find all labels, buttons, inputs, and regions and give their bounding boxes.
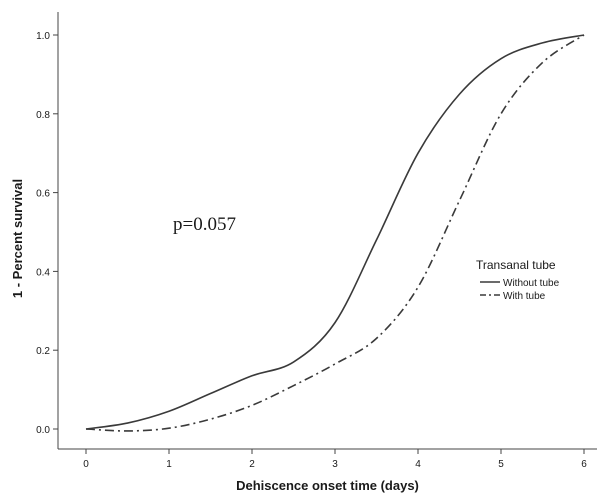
p-value-annotation: p=0.057 — [173, 214, 236, 235]
x-tick-label: 6 — [581, 459, 587, 470]
x-tick-label: 5 — [498, 459, 504, 470]
y-tick-label: 1.0 — [36, 31, 50, 42]
legend-title: Transanal tube — [476, 258, 556, 272]
y-tick-label: 0.6 — [36, 189, 50, 200]
series-line-without-tube — [85, 34, 585, 430]
x-tick-label: 1 — [166, 459, 172, 470]
x-tick-label: 0 — [83, 459, 89, 470]
legend-label-with-tube: With tube — [503, 291, 546, 302]
y-tick-label: 0.2 — [36, 346, 50, 357]
x-tick-label: 3 — [332, 459, 338, 470]
series-layer — [85, 34, 585, 432]
y-tick-label: 0.4 — [36, 267, 50, 278]
x-tick-label: 2 — [249, 459, 255, 470]
series-line-with-tube — [85, 34, 585, 432]
y-axis-title: 1 - Percent survival — [10, 179, 25, 298]
legend: Without tube With tube — [480, 278, 560, 302]
y-tick-label: 0.8 — [36, 110, 50, 121]
x-tick-label: 4 — [415, 459, 421, 470]
x-axis-title: Dehiscence onset time (days) — [236, 478, 419, 493]
y-tick-label: 0.0 — [36, 425, 50, 436]
axes: 0 1 2 3 4 5 6 0.0 0.2 0.4 0.6 0.8 1.0 — [36, 12, 597, 470]
legend-label-without-tube: Without tube — [503, 278, 560, 289]
